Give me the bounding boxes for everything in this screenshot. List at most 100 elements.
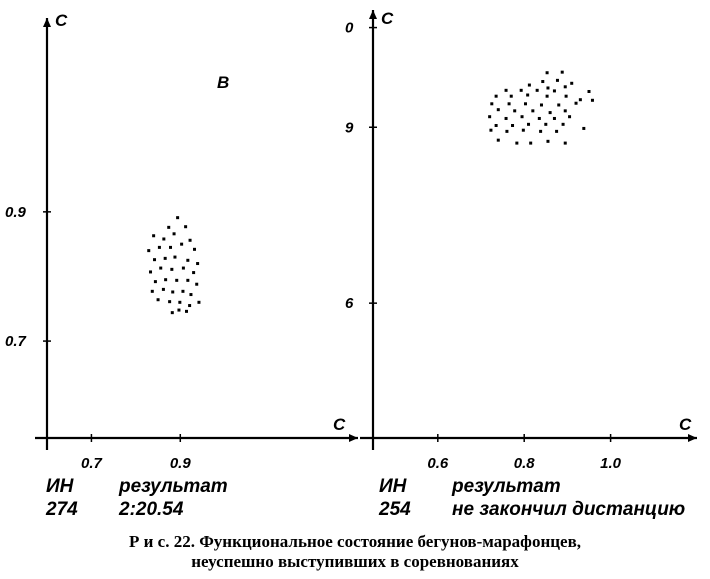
left-data-point — [163, 256, 167, 260]
right-x-axis-title: C — [679, 415, 692, 434]
left-data-point — [185, 309, 189, 313]
right-data-point — [544, 122, 548, 126]
right-ih-label: ИН — [379, 476, 407, 497]
right-data-point — [521, 128, 525, 132]
left-result-value: 2:20.54 — [119, 499, 184, 520]
right-data-point — [496, 138, 500, 142]
left-data-point — [169, 245, 173, 249]
left-ih-value: 274 — [46, 499, 78, 520]
right-data-point — [563, 85, 567, 89]
right-data-point — [545, 94, 549, 98]
left-x-tick-label: 0.9 — [170, 455, 192, 472]
left-ih-label: ИН — [46, 476, 74, 497]
right-data-point — [590, 98, 594, 102]
right-data-point — [546, 139, 550, 143]
right-data-point — [564, 94, 568, 98]
right-data-point — [527, 122, 531, 126]
right-data-point — [537, 116, 541, 120]
right-data-point — [526, 93, 530, 97]
left-data-point — [186, 258, 190, 262]
left-x-tick-label: 0.7 — [81, 455, 103, 472]
left-data-point — [172, 232, 176, 236]
right-result-label: результат — [452, 476, 561, 497]
left-x-axis-title: C — [333, 415, 346, 434]
right-data-point — [515, 141, 519, 145]
left-data-point — [150, 289, 154, 293]
caption-line-2: неуспешно выступивших в соревнованиях — [191, 552, 519, 571]
right-data-point — [570, 81, 574, 85]
right-data-point — [531, 109, 535, 113]
left-data-point — [149, 270, 153, 274]
left-data-point — [192, 271, 196, 275]
right-data-point — [535, 88, 539, 92]
left-y-tick-label: 0.7 — [5, 333, 27, 350]
right-y-tick-label: 9 — [345, 119, 354, 136]
left-data-point — [197, 300, 201, 304]
right-data-point — [568, 115, 572, 119]
right-data-point — [504, 88, 508, 92]
right-data-point — [552, 116, 556, 120]
right-data-point — [545, 71, 549, 75]
right-data-point — [523, 102, 527, 106]
right-data-point — [574, 101, 578, 105]
panel-letter: B — [217, 73, 229, 92]
right-data-point — [519, 88, 523, 92]
left-data-point — [175, 278, 179, 282]
left-data-point — [152, 234, 156, 238]
left-data-point — [196, 262, 200, 266]
right-data-point — [546, 86, 550, 90]
left-data-point — [188, 238, 192, 242]
left-data-point — [162, 237, 166, 241]
figure-caption: Р и с. 22. Функциональное состояние бегу… — [0, 532, 710, 572]
right-data-point — [507, 102, 511, 106]
left-data-point — [171, 290, 175, 294]
right-data-point — [520, 115, 524, 119]
left-data-point — [188, 304, 192, 308]
left-data-point — [181, 266, 185, 270]
right-data-point — [539, 129, 543, 133]
right-data-point — [505, 129, 509, 133]
left-data-point — [161, 287, 165, 291]
right-data-point — [511, 124, 515, 128]
right-data-point — [489, 128, 493, 132]
right-result-value: не закончил дистанцию — [452, 499, 686, 520]
left-data-point — [156, 298, 160, 302]
right-data-point — [563, 109, 567, 113]
left-data-point — [159, 266, 163, 270]
right-data-point — [488, 115, 492, 119]
left-data-point — [195, 282, 199, 286]
left-data-point — [181, 289, 185, 293]
left-data-point — [189, 293, 193, 297]
right-data-point — [494, 124, 498, 128]
left-y-axis-title: C — [55, 11, 68, 30]
right-data-point — [578, 98, 582, 102]
right-y-tick-label: 0 — [345, 20, 354, 37]
left-data-point — [193, 247, 197, 251]
left-data-point — [164, 278, 168, 282]
left-y-tick-label: 0.9 — [5, 204, 27, 221]
right-data-point — [494, 94, 498, 98]
right-data-point — [560, 70, 564, 74]
right-data-point — [513, 109, 517, 113]
left-data-point — [153, 280, 157, 284]
left-data-point — [176, 216, 180, 220]
left-data-point — [178, 300, 182, 304]
right-data-point — [490, 102, 494, 106]
right-data-point — [504, 116, 508, 120]
left-data-point — [180, 242, 184, 246]
right-x-tick-label: 0.6 — [427, 455, 449, 472]
left-data-point — [153, 258, 157, 262]
left-data-point — [147, 249, 151, 253]
left-data-point — [186, 278, 190, 282]
right-y-axis-title: C — [381, 9, 394, 28]
figure: C C B 0.7 0.9 0.7 0.9 C C 0.6 0.8 1.0 6 9 0 — [5, 9, 697, 472]
right-y-tick-label: 6 — [345, 295, 354, 312]
right-data-point — [496, 108, 500, 112]
right-x-tick-label: 0.8 — [514, 455, 536, 472]
right-data-point — [555, 78, 559, 82]
right-data-point — [561, 122, 565, 126]
caption-line-1: Р и с. 22. Функциональное состояние бегу… — [128, 532, 582, 551]
right-data-point — [587, 89, 591, 93]
right-data-point — [527, 83, 531, 87]
left-scatter-plot: C C B 0.7 0.9 0.7 0.9 — [5, 11, 358, 472]
